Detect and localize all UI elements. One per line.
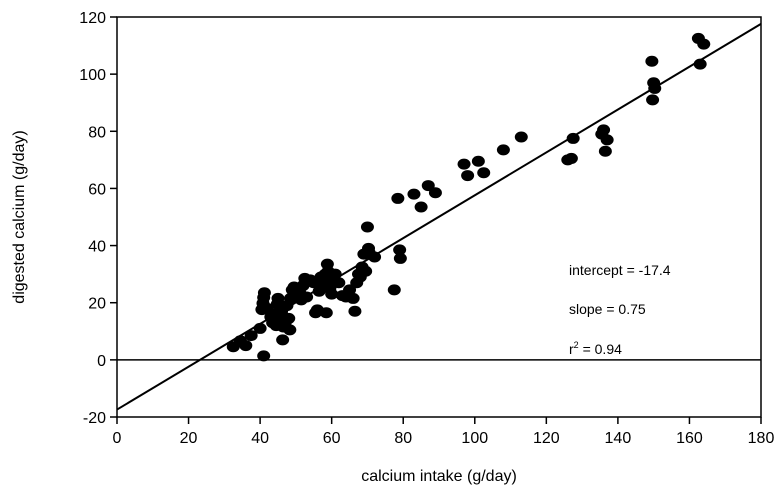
x-tick-label-20: 20 [180,430,198,447]
x-tick-label-180: 180 [748,430,775,447]
data-point-80 [514,131,528,143]
data-point-71 [407,188,421,200]
data-point-78 [477,167,491,179]
data-point-93 [693,58,707,70]
y-tick-label-100: 100 [79,67,106,84]
y-tick-label-40: 40 [88,239,106,256]
data-point-85 [597,124,611,136]
data-point-17 [271,292,285,304]
y-tick-label--20: -20 [83,410,106,427]
x-tick-label-60: 60 [323,430,341,447]
intercept-annotation: intercept = -17.4 [569,262,671,278]
x-tick-label-0: 0 [113,430,122,447]
y-tick-label-120: 120 [79,10,106,27]
data-point-67 [387,284,401,296]
x-tick-label-120: 120 [533,430,560,447]
y-tick-label-0: 0 [97,353,106,370]
x-tick-label-140: 140 [605,430,632,447]
data-point-87 [600,134,614,146]
data-point-72 [414,201,428,213]
data-point-5 [253,322,267,334]
x-axis-label: calcium intake (g/day) [361,468,517,485]
r-squared-suffix: = 0.94 [579,341,622,357]
data-point-79 [496,144,510,156]
slope-annotation: slope = 0.75 [569,301,646,317]
x-tick-label-80: 80 [394,430,412,447]
data-point-6 [257,350,271,362]
x-tick-label-160: 160 [676,430,703,447]
data-point-69 [393,244,407,256]
data-point-74 [428,187,442,199]
data-point-75 [457,158,471,170]
data-point-10 [257,287,271,299]
data-point-94 [697,38,711,50]
data-point-76 [461,170,475,182]
data-point-77 [471,155,485,167]
data-point-89 [646,94,660,106]
data-point-70 [393,252,407,264]
x-axis-ticks: 0 20 40 60 80 100 120 140 160 180 [113,417,775,447]
y-axis-label: digested calcium (g/day) [11,130,28,303]
data-point-66 [368,251,382,263]
data-point-48 [325,288,339,300]
y-tick-label-80: 80 [88,124,106,141]
data-point-62 [359,265,373,277]
data-point-50 [328,268,342,280]
data-point-63 [360,221,374,233]
data-point-34 [300,291,314,303]
regression-line [116,22,762,411]
data-points-group [226,32,711,362]
r-squared-annotation: r2 = 0.94 [569,340,622,357]
data-point-56 [348,305,362,317]
data-point-55 [346,292,360,304]
data-point-68 [391,192,405,204]
data-point-82 [564,152,578,164]
data-point-88 [645,55,659,67]
r-squared-prefix: r [569,341,574,357]
y-tick-label-20: 20 [88,296,106,313]
regression-line-group [116,22,762,411]
plot-frame [116,16,762,418]
y-tick-label-60: 60 [88,181,106,198]
data-point-25 [283,324,297,336]
data-point-83 [566,132,580,144]
data-point-86 [598,145,612,157]
r-squared-superscript: 2 [574,340,579,350]
data-point-20 [276,334,290,346]
data-point-51 [332,277,346,289]
data-point-3 [239,340,253,352]
x-tick-label-40: 40 [251,430,269,447]
y-axis-ticks: -20 0 20 40 60 80 100 120 [79,10,117,427]
data-point-91 [648,82,662,94]
data-point-4 [244,330,258,342]
data-point-44 [319,307,333,319]
x-tick-label-100: 100 [461,430,488,447]
data-point-24 [282,312,296,324]
